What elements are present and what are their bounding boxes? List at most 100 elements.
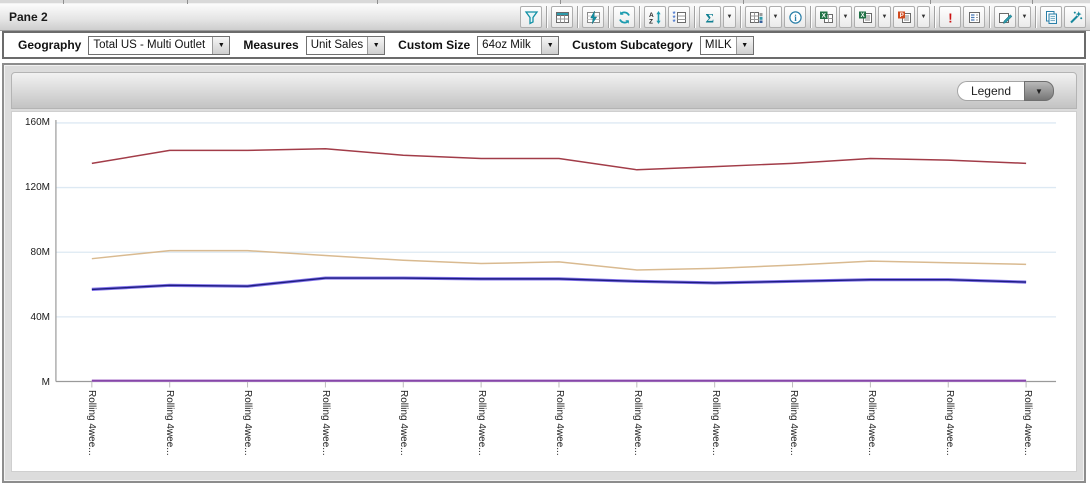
series-blue-highlighted-core: [91, 277, 1027, 291]
edit-button[interactable]: [994, 6, 1016, 28]
legend-button[interactable]: Legend: [956, 81, 1024, 101]
geography-label: Geography: [18, 38, 82, 52]
calculated-fields-icon: [586, 10, 600, 24]
copy-button[interactable]: [1040, 6, 1062, 28]
filter-button[interactable]: [520, 6, 542, 28]
y-axis-tick-label: 80M: [30, 247, 50, 258]
filter-icon: [524, 10, 538, 25]
export-excel-grid-button[interactable]: X: [815, 6, 837, 28]
calculated-fields-button[interactable]: [582, 6, 604, 28]
wizard-icon: [1069, 10, 1082, 23]
dropdown-arrow-icon[interactable]: [367, 36, 385, 54]
svg-text:Σ: Σ: [705, 10, 714, 25]
x-axis-tick-label: Rolling 4wee...: [476, 390, 487, 456]
x-axis-tick-label: Rolling 4wee...: [788, 390, 799, 456]
export-excel-report-button[interactable]: X: [854, 6, 876, 28]
x-axis-tick-label: Rolling 4wee...: [242, 390, 253, 456]
measures-value: Unit Sales: [306, 36, 368, 54]
svg-text:X: X: [860, 13, 864, 19]
svg-text:i: i: [794, 13, 797, 23]
alert-button[interactable]: !: [939, 6, 961, 28]
data-table-button[interactable]: [551, 6, 573, 28]
toolbar-separator: [546, 6, 547, 28]
dropdown-arrow-icon[interactable]: [735, 36, 753, 54]
dropdown-arrow-icon[interactable]: [541, 36, 559, 54]
export-excel-report-dropdown-button[interactable]: [878, 6, 891, 28]
toolbar-separator: [934, 6, 935, 28]
export-powerpoint-icon: P: [897, 11, 911, 23]
measures-label: Measures: [243, 38, 299, 52]
x-axis-tick-label: Rolling 4wee...: [632, 390, 643, 456]
x-axis-tick-label: Rolling 4wee...: [398, 390, 409, 456]
data-table-icon: [555, 11, 569, 23]
grid-view-button[interactable]: [745, 6, 767, 28]
x-axis-tick-label: Rolling 4wee...: [320, 390, 331, 456]
toolbar-separator: [577, 6, 578, 28]
top-edge-divider: [1032, 0, 1033, 4]
export-excel-grid-dropdown-button[interactable]: [839, 6, 852, 28]
legend-control: Legend: [956, 81, 1054, 101]
geography-select[interactable]: Total US - Multi Outlet: [88, 35, 231, 55]
svg-text:*: *: [672, 10, 675, 19]
multi-select-grid-icon: ***: [672, 10, 686, 25]
top-edge-divider: [63, 0, 64, 4]
refresh-button[interactable]: [613, 6, 635, 28]
edit-dropdown-button[interactable]: [1018, 6, 1031, 28]
toolbar-separator: [810, 6, 811, 28]
x-axis-tick-label: Rolling 4wee...: [164, 390, 175, 456]
sum-dropdown-button[interactable]: [723, 6, 736, 28]
y-axis-tick-label: 40M: [30, 312, 50, 323]
svg-text:A: A: [649, 12, 654, 19]
toolbar-separator: [608, 6, 609, 28]
x-axis-tick-label: Rolling 4wee...: [866, 390, 877, 456]
grid-view-dropdown-button[interactable]: [769, 6, 782, 28]
x-axis-tick-label: Rolling 4wee...: [710, 390, 721, 456]
toolbar-separator: [740, 6, 741, 28]
export-excel-report-icon: X: [858, 11, 872, 23]
y-axis-tick-label: 160M: [24, 117, 50, 128]
alert-icon: !: [948, 10, 952, 25]
report-view-button[interactable]: [963, 6, 985, 28]
wizard-button[interactable]: [1064, 6, 1086, 28]
svg-text:!: !: [948, 10, 952, 25]
measures-select[interactable]: Unit Sales: [305, 35, 386, 55]
top-edge-divider: [743, 0, 744, 4]
y-axis-tick-label: 120M: [24, 182, 50, 193]
dropdown-arrow-icon[interactable]: [212, 36, 230, 54]
toolbar-separator: [639, 6, 640, 28]
x-axis-tick-label: Rolling 4wee...: [944, 390, 955, 456]
chart-panel: Legend 160M 120M 80M 40M M Rolling 4wee... Ro…: [2, 63, 1086, 483]
chart-svg: [55, 119, 1057, 388]
info-button[interactable]: i: [784, 6, 806, 28]
export-powerpoint-dropdown-button[interactable]: [917, 6, 930, 28]
toolbar: AZ *** Σ i X X: [519, 6, 1090, 28]
custom-size-value: 64oz Milk: [478, 36, 542, 54]
export-powerpoint-button[interactable]: P: [893, 6, 915, 28]
top-edge-divider: [187, 0, 188, 4]
multi-select-button[interactable]: * * *: [668, 6, 690, 28]
x-axis-tick-label: Rolling 4wee...: [86, 390, 97, 456]
chart-header-strip: Legend: [11, 72, 1077, 109]
plot-area: 160M 120M 80M 40M M Rolling 4wee... Rolling 4…: [11, 111, 1077, 472]
grid-view-icon: [749, 11, 762, 23]
toolbar-separator: [694, 6, 695, 28]
sum-button[interactable]: Σ: [699, 6, 721, 28]
toolbar-separator: [1035, 6, 1036, 28]
custom-size-select[interactable]: 64oz Milk: [477, 35, 560, 55]
copy-icon: [1045, 10, 1057, 24]
legend-dropdown-button[interactable]: [1024, 81, 1054, 101]
custom-subcategory-select[interactable]: MILK: [699, 35, 754, 55]
export-excel-grid-icon: X: [819, 11, 833, 23]
custom-subcategory-value: MILK: [700, 36, 736, 54]
info-icon: i: [788, 10, 802, 24]
svg-text:Z: Z: [649, 18, 653, 25]
refresh-icon: [618, 10, 630, 24]
geography-value: Total US - Multi Outlet: [89, 36, 213, 54]
svg-text:X: X: [821, 12, 826, 19]
sort-icon: AZ: [649, 10, 661, 25]
custom-subcategory-label: Custom Subcategory: [572, 38, 693, 52]
top-edge-divider: [560, 0, 561, 4]
